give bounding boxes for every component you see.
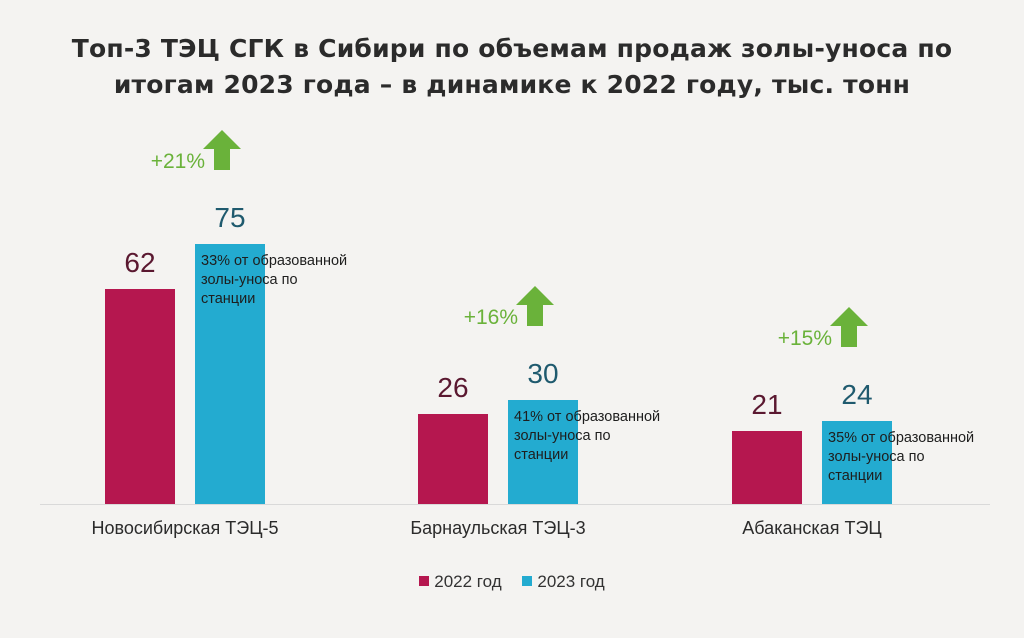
value-label-2022-0: 62 [124, 247, 156, 279]
chart-title-line-1: Топ-3 ТЭЦ СГК в Сибири по объемам продаж… [71, 34, 953, 63]
up-arrow-icon-1 [516, 286, 554, 326]
bar-2022-1 [418, 413, 488, 504]
x-axis-line [40, 504, 990, 505]
legend-label-2022: 2022 год [434, 572, 502, 591]
bar-2023-2 [822, 420, 892, 504]
bar-annotation-0: 33% от образованной золы-уноса по станци… [201, 253, 348, 307]
growth-label-0: +21% [150, 150, 205, 173]
growth-label-1: +16% [463, 306, 518, 329]
value-label-2023-2: 24 [841, 378, 873, 410]
bar-annotation-1: 41% от образованной золы-уноса по станци… [514, 409, 661, 463]
legend-label-2023: 2023 год [537, 572, 605, 591]
growth-label-2: +15% [777, 326, 832, 350]
value-label-2022-1: 26 [437, 371, 469, 403]
bar-2022-2 [732, 431, 802, 504]
bar-2023-1 [508, 400, 578, 504]
bar-2022-0 [105, 289, 175, 504]
legend-item-2023: 2023 год [522, 572, 605, 592]
legend-swatch-2023 [522, 576, 533, 586]
value-label-2022-2: 21 [751, 389, 783, 421]
bar-2023-0 [195, 244, 265, 504]
legend-swatch-2022 [419, 576, 430, 586]
bar-annotation-2: 35% от образованной золы-уноса по станци… [828, 429, 975, 484]
chart-title-line-2: итогам 2023 года – в динамике к 2022 год… [113, 70, 911, 99]
up-arrow-icon-2 [830, 306, 868, 347]
value-label-2023-0: 75 [214, 202, 246, 233]
legend: 2022 год 2023 год [0, 572, 1024, 592]
category-label-2: Абаканская ТЭЦ [742, 518, 882, 538]
legend-item-2022: 2022 год [419, 572, 502, 592]
category-label-0: Новосибирская ТЭЦ-5 [91, 518, 279, 538]
category-label-1: Барнаульская ТЭЦ-3 [410, 518, 586, 538]
value-label-2023-1: 30 [527, 358, 559, 389]
up-arrow-icon-0 [203, 130, 241, 170]
